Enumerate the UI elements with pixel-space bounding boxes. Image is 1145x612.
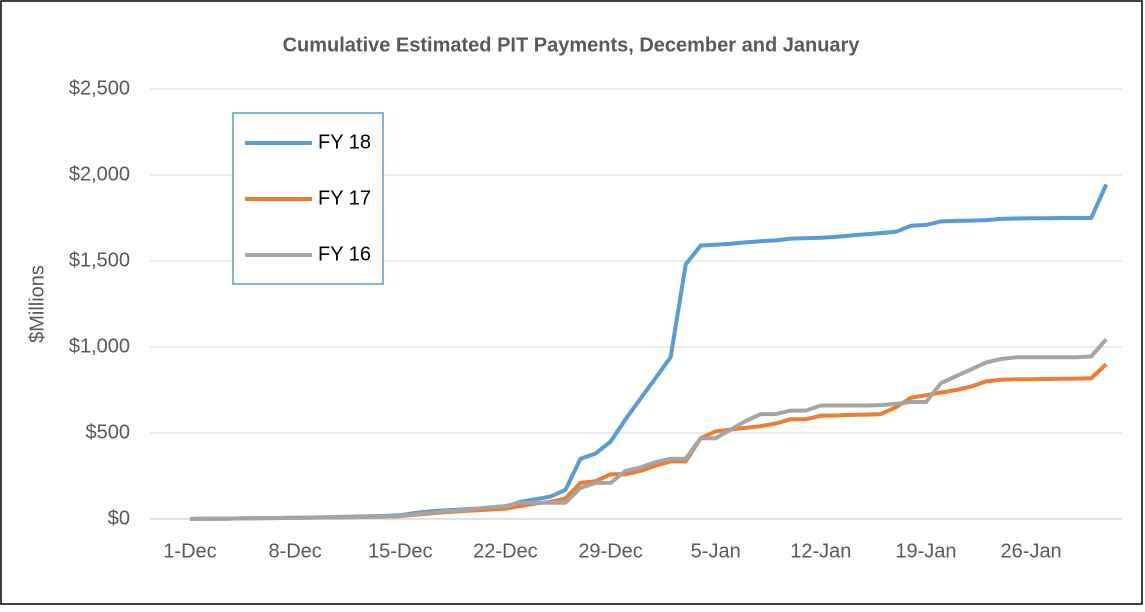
y-tick-label: $1,000 (69, 335, 130, 357)
x-tick-label: 26-Jan (1001, 540, 1062, 562)
y-axis-label: $Millions (26, 265, 48, 343)
series-line (189, 337, 1108, 521)
chart-title: Cumulative Estimated PIT Payments, Decem… (283, 34, 861, 56)
x-tick-label: 29-Dec (578, 540, 642, 562)
x-tick-label: 1-Dec (163, 540, 216, 562)
y-tick-label: $2,000 (69, 163, 130, 185)
x-tick-label: 12-Jan (790, 540, 851, 562)
x-tick-label: 15-Dec (368, 540, 432, 562)
y-tick-label: $0 (108, 507, 130, 529)
legend-label: FY 18 (318, 131, 371, 153)
y-tick-label: $1,500 (69, 249, 130, 271)
y-tick-label: $2,500 (69, 77, 130, 99)
legend-label: FY 16 (318, 243, 371, 265)
x-tick-label: 19-Jan (895, 540, 956, 562)
x-tick-label: 5-Jan (691, 540, 741, 562)
x-tick-label: 8-Dec (268, 540, 321, 562)
x-tick-label: 22-Dec (473, 540, 537, 562)
legend-label: FY 17 (318, 187, 371, 209)
y-tick-label: $500 (86, 421, 131, 443)
